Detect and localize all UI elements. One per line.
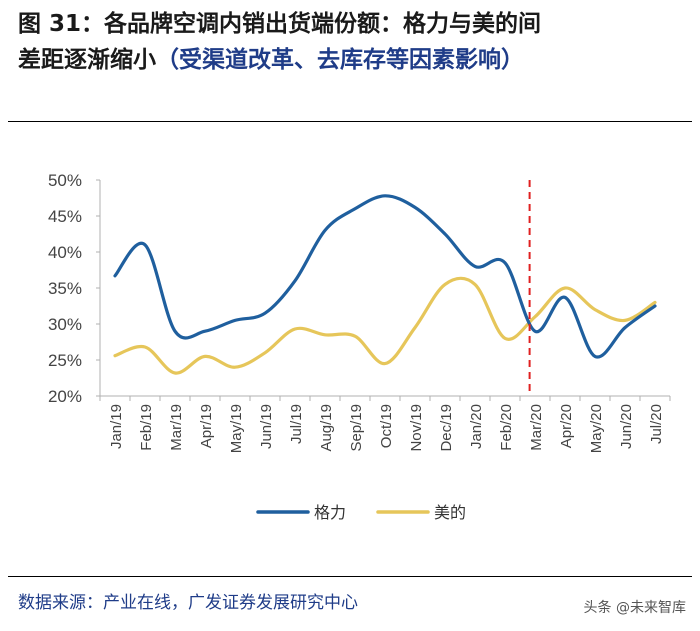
data-source-note: 数据来源：产业在线，广发证券发展研究中心	[18, 593, 358, 613]
series-line-gree	[113, 194, 657, 359]
x-tick-label: Jul/20	[648, 404, 665, 444]
x-tick-label: Jan/20	[468, 404, 485, 449]
x-tick-label: Oct/19	[378, 404, 395, 448]
y-tick-label: 40%	[48, 243, 82, 262]
watermark-text: 头条 @未来智库	[583, 600, 686, 616]
y-tick-label: 20%	[48, 387, 82, 406]
x-tick-label: Jul/19	[288, 404, 305, 444]
x-tick-label: Jun/19	[258, 404, 275, 449]
figure-title-main: 差距逐渐缩小	[18, 47, 156, 73]
x-tick-label: Nov/19	[408, 404, 425, 452]
y-tick-label: 50%	[48, 171, 82, 190]
figure-title-subtitle: （受渠道改革、去库存等因素影响）	[156, 47, 524, 73]
y-tick-label: 25%	[48, 351, 82, 370]
x-tick-label: Apr/20	[558, 404, 575, 448]
figure-title-line-1: 图 31：各品牌空调内销出货端份额：格力与美的间	[18, 11, 542, 37]
x-tick-label: Jun/20	[618, 404, 635, 449]
market-share-line-chart: 50% 45% 40% 35% 30% 25% 20% Jan/19 Feb/19 Mar/19 A…	[48, 171, 671, 522]
top-divider	[8, 121, 692, 122]
series-line-midea	[113, 276, 657, 375]
x-tick-label: Sep/19	[348, 404, 365, 452]
y-tick-label: 30%	[48, 315, 82, 334]
x-tick-label: May/19	[228, 404, 245, 453]
x-tick-label: Dec/19	[438, 404, 455, 452]
legend-item-midea-label: 美的	[434, 503, 466, 522]
x-tick-label: Feb/19	[138, 404, 155, 451]
legend-item-gree-label: 格力	[314, 503, 346, 522]
x-tick-label: Aug/19	[318, 404, 335, 452]
y-tick-label: 35%	[48, 279, 82, 298]
x-tick-label: Jan/19	[108, 404, 125, 449]
x-tick-label: Mar/19	[168, 404, 185, 451]
bottom-divider	[8, 576, 692, 577]
figure-title-line-2: 差距逐渐缩小（受渠道改革、去库存等因素影响）	[18, 42, 688, 78]
figure-title: 图 31：各品牌空调内销出货端份额：格力与美的间 差距逐渐缩小（受渠道改革、去库…	[18, 6, 688, 78]
x-tick-label: Apr/19	[198, 404, 215, 448]
x-tick-label: Feb/20	[498, 404, 515, 451]
y-tick-label: 45%	[48, 207, 82, 226]
x-tick-label: Mar/20	[528, 404, 545, 451]
x-tick-label: May/20	[588, 404, 605, 453]
